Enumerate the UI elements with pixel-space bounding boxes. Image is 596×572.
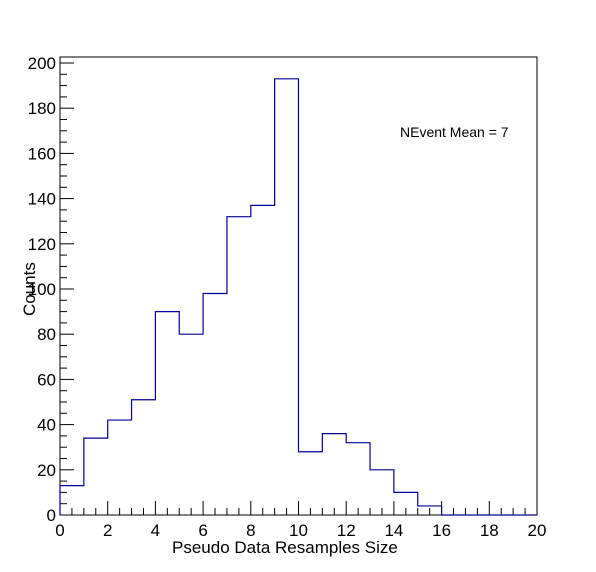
- x-tick-label: 8: [246, 521, 255, 540]
- x-tick-label: 2: [103, 521, 112, 540]
- x-tick-label: 20: [528, 521, 547, 540]
- y-tick-label: 0: [47, 506, 56, 525]
- y-tick-label: 200: [28, 54, 56, 73]
- x-axis-title: Pseudo Data Resamples Size: [172, 538, 398, 557]
- histogram-outline: [59, 78, 537, 516]
- y-axis-major-ticks: [60, 62, 74, 516]
- y-tick-label: 180: [28, 99, 56, 118]
- x-axis-minor-ticks: [71, 508, 526, 515]
- x-axis-tick-labels: 0 2 4 6 8 10 12 14 16 18 20: [55, 521, 546, 540]
- x-tick-label: 4: [151, 521, 160, 540]
- y-tick-label: 60: [37, 370, 56, 389]
- y-tick-label: 120: [28, 235, 56, 254]
- y-tick-label: 100: [28, 280, 56, 299]
- y-tick-label: 160: [28, 144, 56, 163]
- x-tick-label: 14: [384, 521, 403, 540]
- y-tick-label: 40: [37, 416, 56, 435]
- x-tick-label: 6: [198, 521, 207, 540]
- y-tick-label: 20: [37, 461, 56, 480]
- x-tick-label: 16: [432, 521, 451, 540]
- y-tick-label: 80: [37, 325, 56, 344]
- x-tick-label: 12: [337, 521, 356, 540]
- y-axis-tick-labels: 0 20 40 60 80 100 120 140 160 180 200: [28, 54, 56, 525]
- y-tick-label: 140: [28, 190, 56, 209]
- x-tick-label: 10: [289, 521, 308, 540]
- x-tick-label: 0: [55, 521, 64, 540]
- x-tick-label: 18: [480, 521, 499, 540]
- y-axis-minor-ticks: [60, 73, 67, 505]
- y-axis-title: Counts: [20, 262, 39, 316]
- nevent-mean-annotation: NEvent Mean = 7: [400, 124, 509, 140]
